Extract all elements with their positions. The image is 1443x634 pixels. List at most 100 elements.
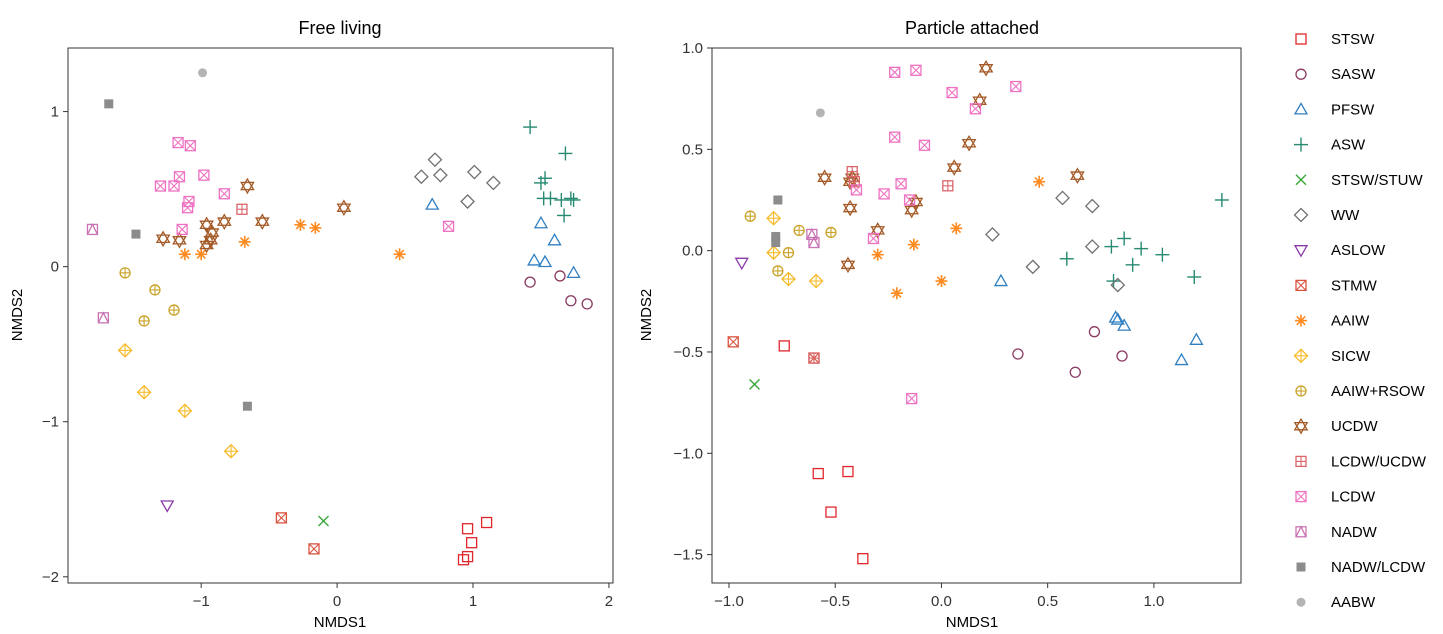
data-point xyxy=(1110,277,1126,293)
legend-key xyxy=(1295,455,1307,468)
data-point xyxy=(985,227,1000,242)
data-point xyxy=(565,295,577,307)
data-point xyxy=(104,99,114,109)
legend-key xyxy=(1293,207,1309,223)
data-point xyxy=(812,467,824,480)
data-point xyxy=(950,222,963,235)
y-tick-label-free-living: −1 xyxy=(42,414,59,431)
data-point xyxy=(857,553,869,565)
data-point xyxy=(178,248,191,261)
data-point xyxy=(942,180,954,192)
data-point xyxy=(238,235,251,248)
series-ww xyxy=(413,152,501,209)
data-point xyxy=(972,92,988,109)
data-point xyxy=(771,231,781,241)
data-point xyxy=(870,222,886,239)
data-point xyxy=(236,203,248,215)
axis-ticks-particle-attached: −1.0 −0.5 0.0 0.5 1.0 −1.5 −1.0 −0.5 0.0 0.5 1.0 xyxy=(673,40,1164,610)
data-point xyxy=(336,199,352,217)
data-point xyxy=(566,265,581,279)
legend-label: AAIW+RSOW xyxy=(1331,383,1426,400)
legend-key xyxy=(1293,245,1309,258)
data-point xyxy=(216,213,232,230)
series-aabw xyxy=(815,108,825,118)
data-point xyxy=(523,120,538,135)
y-tick-label-particle-attached: −1.5 xyxy=(673,547,703,564)
panel-particle-attached: Particle attached −1.0 −0.5 0.0 0.5 1.0−1.5−… xyxy=(638,18,1242,631)
data-point xyxy=(172,232,187,249)
data-point xyxy=(771,238,781,248)
data-point xyxy=(895,178,907,190)
series-lcdw xyxy=(154,136,455,236)
data-point xyxy=(1069,366,1081,378)
data-point xyxy=(566,192,581,207)
data-point xyxy=(1117,318,1132,331)
data-point xyxy=(808,273,824,289)
series-aaiw-rsow xyxy=(744,210,837,277)
data-point xyxy=(425,197,440,210)
data-point xyxy=(461,523,474,535)
series-lcdw-ucdw xyxy=(808,165,954,364)
y-tick-label-particle-attached: 1.0 xyxy=(682,40,703,57)
data-point xyxy=(1214,192,1229,207)
legend-label: ASLOW xyxy=(1331,242,1386,259)
data-point xyxy=(485,175,501,191)
legend-key xyxy=(1294,137,1308,152)
data-point xyxy=(766,245,782,261)
series-asw xyxy=(523,120,581,223)
panel-title-free-living: Free living xyxy=(298,18,381,38)
data-point xyxy=(825,506,837,518)
data-point xyxy=(554,192,569,207)
y-tick-label-free-living: 1 xyxy=(51,104,59,121)
series-ww xyxy=(985,190,1126,293)
x-tick-label-particle-attached: −1.0 xyxy=(714,593,744,610)
data-point xyxy=(154,180,167,192)
data-point xyxy=(808,352,820,364)
x-tick-label-free-living: 1 xyxy=(469,593,477,610)
series-ucdw xyxy=(155,177,352,254)
data-point xyxy=(131,229,141,239)
data-point xyxy=(918,139,931,151)
series-stmw xyxy=(727,336,820,364)
legend-key xyxy=(1296,597,1306,607)
legend-key xyxy=(1295,33,1307,45)
data-point xyxy=(846,165,858,178)
data-point xyxy=(442,220,455,232)
data-point xyxy=(1084,239,1100,255)
data-point xyxy=(198,169,210,181)
data-point xyxy=(1012,348,1024,360)
data-point xyxy=(1106,274,1121,289)
data-point xyxy=(176,223,188,236)
data-point xyxy=(978,59,994,77)
data-point xyxy=(850,184,863,196)
data-point xyxy=(183,195,195,208)
data-point xyxy=(878,188,890,200)
series-nadw-lcdw xyxy=(771,195,783,248)
data-point xyxy=(1174,352,1189,366)
data-point xyxy=(554,270,566,282)
series-aaiw xyxy=(178,218,406,261)
legend-key xyxy=(1295,490,1307,503)
data-point xyxy=(744,210,756,222)
data-point xyxy=(1104,239,1119,254)
data-point xyxy=(772,265,784,277)
series-stsw-stuw xyxy=(748,378,760,390)
y-axis-title-particle-attached: NMDS2 xyxy=(638,289,655,342)
series-nadw-lcdw xyxy=(104,99,252,411)
series-lcdw-ucdw xyxy=(236,203,248,215)
data-point xyxy=(294,218,307,231)
legend-label: AAIW xyxy=(1331,313,1370,330)
data-point xyxy=(538,171,553,186)
data-point xyxy=(461,550,474,563)
data-point xyxy=(581,298,593,310)
data-point xyxy=(138,315,150,327)
data-point xyxy=(119,267,131,279)
data-point xyxy=(184,140,196,152)
data-point xyxy=(889,66,901,78)
y-tick-label-free-living: 0 xyxy=(51,259,59,276)
data-point xyxy=(1108,310,1123,323)
data-point xyxy=(1189,332,1204,345)
data-point xyxy=(793,224,805,237)
data-point xyxy=(275,512,288,524)
